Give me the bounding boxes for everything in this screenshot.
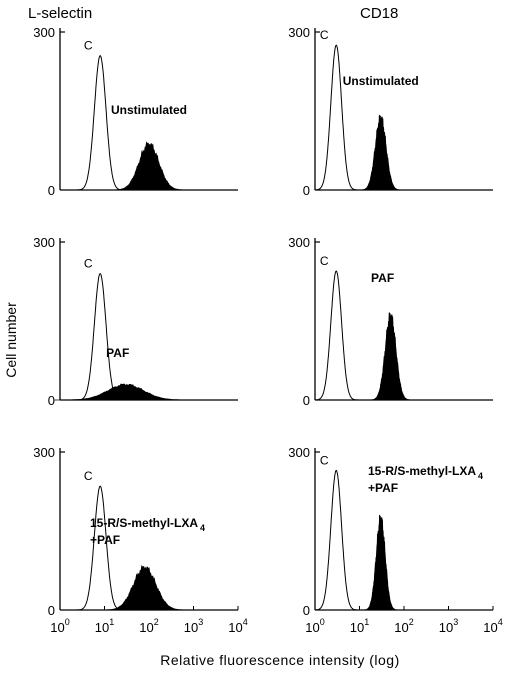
histogram-panel: 300 0 C PAF: [33, 235, 238, 408]
x-tick-label: 101: [95, 617, 114, 635]
stimulated-histogram: [100, 564, 190, 611]
y-tick-label: 300: [33, 235, 55, 250]
control-label: C: [84, 257, 93, 271]
x-axis-label: Relative fluorescence intensity (log): [160, 652, 400, 668]
stimulated-histogram: [54, 383, 197, 401]
panels: 300 0 C Unstimulated 300 0 C PAF 300 0 C 15-R/S-met…: [33, 25, 502, 635]
y-tick-label: 300: [288, 25, 310, 40]
x-tick-label: 102: [394, 617, 413, 635]
stimulated-histogram: [369, 312, 412, 401]
y-tick-label: 0: [48, 183, 55, 198]
stimulated-histogram: [359, 114, 403, 191]
treatment-label: PAF: [371, 271, 394, 285]
y-tick-label: 0: [303, 393, 310, 408]
stimulated-histogram: [362, 514, 399, 611]
control-histogram: [314, 469, 358, 611]
histogram-panel: 300 0 C 15-R/S-methyl-LXA 4+PAF 100 101 102 103 1…: [288, 445, 502, 635]
control-histogram: [76, 55, 124, 191]
x-tick-label: 104: [228, 617, 247, 635]
control-histogram: [76, 272, 124, 401]
treatment-label: PAF: [106, 346, 129, 360]
x-tick-label: 103: [184, 617, 203, 635]
y-tick-label: 0: [303, 603, 310, 618]
control-histogram: [314, 44, 358, 191]
y-tick-label: 300: [288, 445, 310, 460]
control-label: C: [320, 254, 329, 268]
treatment-label: Unstimulated: [111, 103, 187, 117]
histogram-panel: 300 0 C Unstimulated: [33, 25, 238, 198]
y-tick-label: 300: [288, 235, 310, 250]
y-tick-label: 0: [48, 603, 55, 618]
treatment-label-line2: +PAF: [368, 481, 398, 495]
treatment-label: Unstimulated: [343, 74, 419, 88]
stimulated-histogram: [109, 140, 189, 191]
control-histogram: [314, 270, 358, 401]
histogram-panel: 300 0 C Unstimulated: [288, 25, 493, 198]
x-tick-label: 101: [350, 617, 369, 635]
control-histogram: [76, 485, 124, 611]
treatment-label: 15-R/S-methyl-LXA 4: [90, 516, 205, 533]
control-label: C: [84, 469, 93, 483]
x-tick-label: 104: [483, 617, 502, 635]
treatment-label-line2: +PAF: [90, 533, 120, 547]
x-tick-label: 102: [139, 617, 158, 635]
histogram-panel: 300 0 C PAF: [288, 235, 493, 408]
treatment-label: 15-R/S-methyl-LXA 4: [368, 464, 483, 481]
y-tick-label: 300: [33, 445, 55, 460]
control-label: C: [84, 39, 93, 53]
y-tick-label: 300: [33, 25, 55, 40]
histogram-panel: 300 0 C 15-R/S-methyl-LXA 4+PAF 100 101 102 103 1…: [33, 445, 247, 635]
x-tick-label: 103: [439, 617, 458, 635]
column-title-cd18: CD18: [360, 5, 398, 22]
y-tick-label: 0: [48, 393, 55, 408]
y-tick-label: 0: [303, 183, 310, 198]
control-label: C: [320, 28, 329, 42]
x-tick-label: 100: [305, 617, 324, 635]
y-axis-label: Cell number: [3, 302, 19, 378]
column-title-lselectin: L-selectin: [28, 5, 92, 22]
control-label: C: [320, 453, 329, 467]
x-tick-label: 100: [50, 617, 69, 635]
